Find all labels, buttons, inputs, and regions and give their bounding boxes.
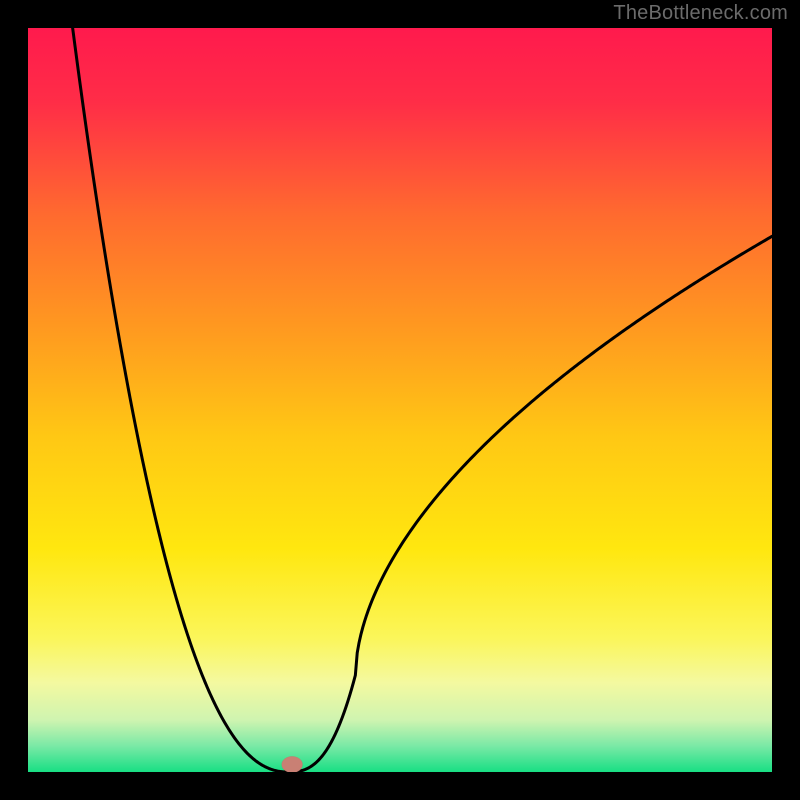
minimum-marker — [282, 756, 303, 772]
watermark-text: TheBottleneck.com — [613, 2, 788, 25]
plot-area — [28, 28, 772, 772]
chart-root: TheBottleneck.com — [0, 0, 800, 800]
chart-background — [28, 28, 772, 772]
bottleneck-chart — [28, 28, 772, 772]
